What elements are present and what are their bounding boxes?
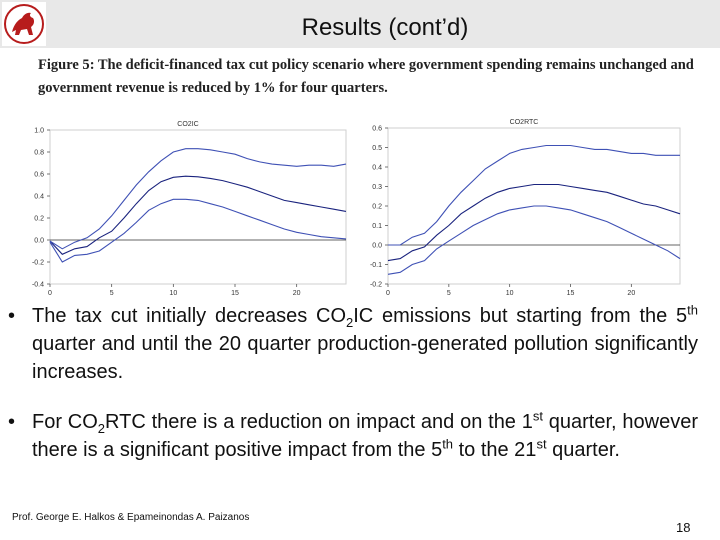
bullet-2-sup-1: st: [532, 408, 543, 424]
bullet-2-text-d: to the 21: [453, 439, 537, 461]
page-number: 18: [676, 520, 691, 535]
y-tick-label: 0.1: [372, 223, 382, 230]
x-tick-label: 15: [231, 290, 239, 296]
y-tick-label: 0.3: [372, 184, 382, 191]
university-logo-icon: [2, 2, 46, 46]
series-line-response: [387, 183, 681, 262]
y-tick-label: 0.4: [372, 165, 382, 172]
series-line-upper-band: [388, 144, 680, 246]
x-tick-label: 0: [48, 290, 52, 296]
figure-caption-label: Figure 5: [38, 57, 90, 73]
series-line-lower-band: [387, 205, 681, 275]
figure-caption: Figure 5: The deficit-financed tax cut p…: [38, 54, 708, 100]
chart-title: CO2RTC: [510, 119, 539, 126]
bullet-2-sup-3: st: [536, 436, 547, 452]
y-tick-label: -0.1: [370, 262, 382, 269]
chart-co2ic-svg: CO2IC 1.0 0.8 0.6 0.4 0.2 0.0 -0.2 -0.4 0 5 10 15 20: [32, 121, 347, 297]
bullet-1-text-b: IC emissions but starting from the 5: [353, 305, 688, 327]
bullet-2-text-c: quarter, however there is a significant …: [32, 411, 698, 461]
x-tick-label: 10: [169, 290, 177, 296]
bullet-2-text-e: quarter.: [546, 439, 620, 461]
chart-co2ic: CO2IC 1.0 0.8 0.6 0.4 0.2 0.0 -0.2 -0.4 0 5 10 15 20: [28, 112, 368, 301]
x-tick-label: 10: [506, 290, 514, 296]
bullet-2-text-a: For CO: [32, 411, 98, 433]
bullet-1-sub: 2: [346, 315, 354, 330]
slide-title: Results (cont’d): [301, 14, 469, 41]
x-tick-label: 5: [447, 290, 451, 296]
bullet-item-co2rtc: • For CO2RTC there is a reduction on imp…: [8, 408, 698, 464]
x-tick-label: 15: [567, 290, 575, 296]
bullet-1-sup: th: [687, 302, 698, 318]
series-line-lower-band: [49, 198, 347, 263]
y-tick-label: 0.2: [34, 216, 44, 223]
footer-author: Prof. George E. Halkos & Epameinondas A.…: [12, 512, 250, 523]
y-tick-label: 0.6: [372, 126, 382, 133]
y-tick-label: 0.5: [372, 145, 382, 152]
bullet-2-sub: 2: [97, 421, 106, 436]
y-tick-label: -0.2: [32, 260, 44, 267]
chart-title: CO2IC: [177, 121, 198, 128]
series-line-response: [49, 175, 347, 255]
y-tick-label: 0.0: [372, 243, 382, 250]
x-tick-label: 0: [386, 290, 390, 296]
figure-caption-text: : The deficit-financed tax cut policy sc…: [38, 57, 694, 96]
y-tick-label: -0.4: [32, 282, 44, 289]
bullet-2-sup-2: th: [442, 436, 454, 452]
y-tick-label: 1.0: [34, 128, 44, 135]
bullet-1-text-a: The tax cut initially decreases CO: [32, 305, 347, 327]
plot-frame: [49, 129, 347, 285]
y-tick-label: 0.4: [34, 194, 44, 201]
bullet-list: • The tax cut initially decreases CO2IC …: [8, 302, 698, 464]
bullet-dot: •: [8, 305, 16, 327]
y-tick-label: 0.6: [34, 172, 44, 179]
y-tick-label: 0.0: [34, 238, 44, 245]
chart-co2rtc: CO2RTC 0.6 0.5 0.4 0.3 0.2 0.1 0.0 -0.1 -0.2 0 5 10 1…: [366, 112, 696, 301]
x-tick-label: 20: [627, 290, 635, 296]
y-tick-label: -0.2: [370, 282, 382, 289]
header-bar: [0, 0, 720, 48]
x-tick-label: 20: [293, 290, 301, 296]
bullet-item-co2ic: • The tax cut initially decreases CO2IC …: [8, 302, 698, 386]
bullet-2-text-b: RTC there is a reduction on impact and o…: [105, 411, 533, 433]
chart-co2rtc-svg: CO2RTC 0.6 0.5 0.4 0.3 0.2 0.1 0.0 -0.1 -0.2 0 5 10 1…: [370, 119, 681, 297]
bullet-dot: •: [8, 411, 16, 433]
series-line-upper-band: [49, 148, 347, 250]
x-tick-label: 5: [110, 290, 114, 296]
y-tick-label: 0.2: [372, 204, 382, 211]
y-tick-label: 0.8: [34, 150, 44, 157]
bullet-1-text-c: quarter and until the 20 quarter product…: [32, 333, 698, 383]
